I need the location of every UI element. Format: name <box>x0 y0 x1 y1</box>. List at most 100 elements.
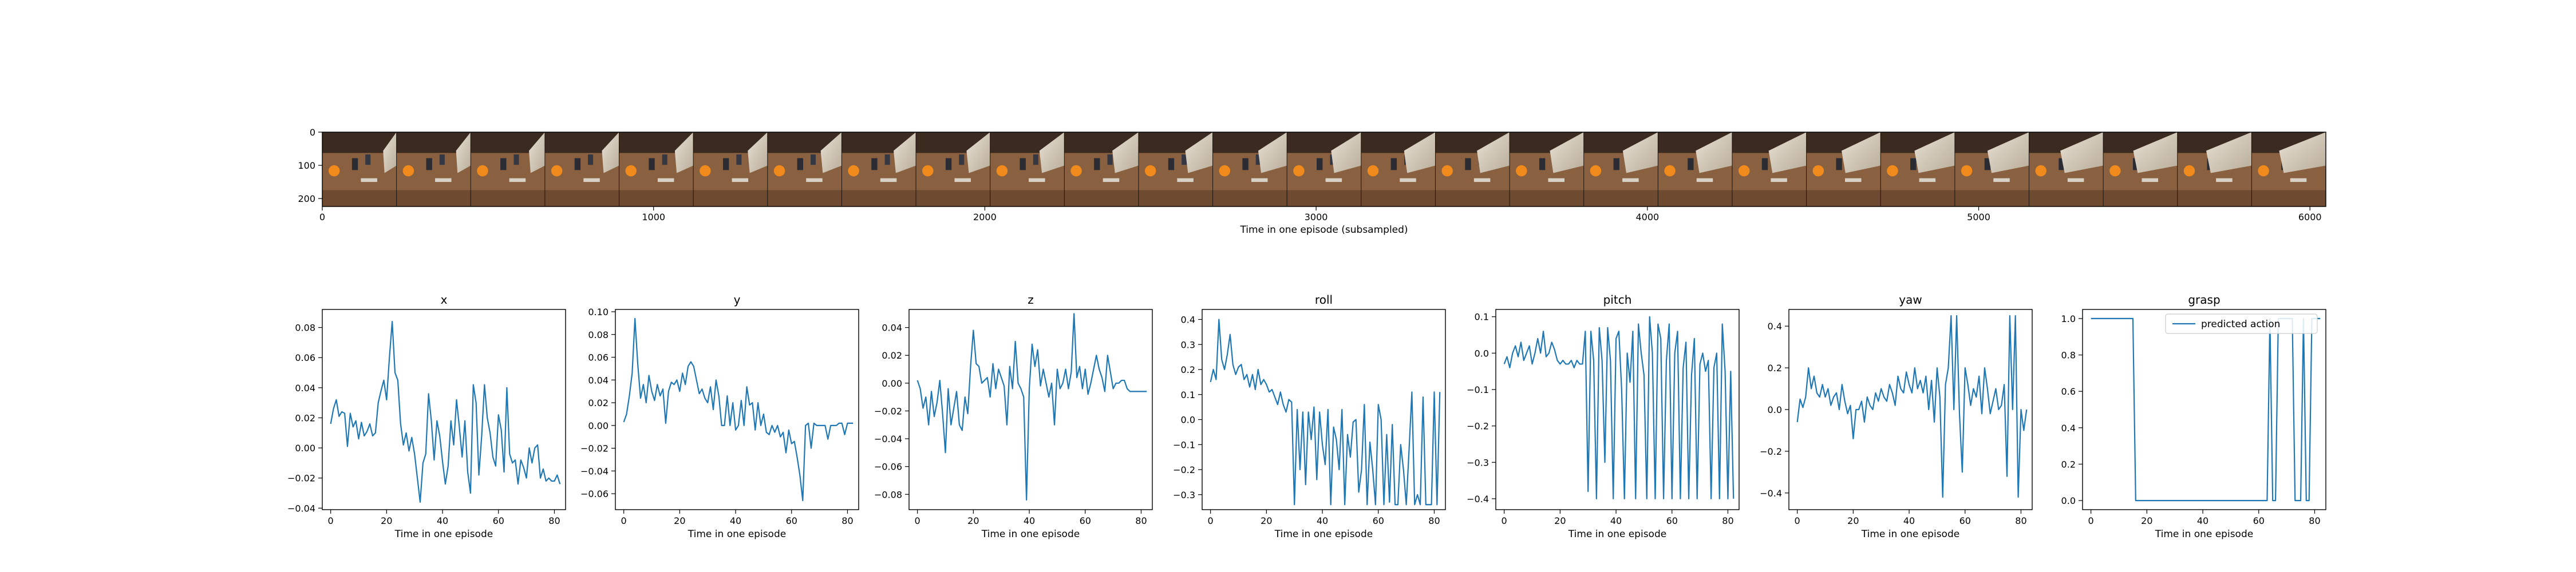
frame-table-edge <box>2103 190 2178 206</box>
frame-robot-arm <box>2279 132 2326 173</box>
camera-frame <box>2251 132 2326 206</box>
frame-table-edge <box>2251 190 2326 206</box>
y-tick-label: 0.0 <box>1768 404 1782 415</box>
frame-table-edge <box>916 190 991 206</box>
camera-frame <box>915 132 991 206</box>
frame-ball <box>625 165 637 177</box>
frame-ball <box>773 165 785 177</box>
x-tick-label: 0 <box>328 515 334 526</box>
x-tick-label: 60 <box>1666 515 1678 526</box>
frame-bar <box>583 178 600 182</box>
frame-bar <box>1548 178 1564 182</box>
frame-table-edge <box>1212 190 1287 206</box>
frame-ball <box>1441 165 1453 177</box>
x-tick-label: 60 <box>1959 515 1971 526</box>
filmstrip-x-label: Time in one episode (subsampled) <box>1239 224 1408 236</box>
frame-robot-arm <box>529 132 545 173</box>
frame-table-edge <box>693 190 768 206</box>
frame-robot-arm <box>893 132 916 173</box>
camera-frame <box>841 132 916 206</box>
frame-robot-arm <box>2133 132 2178 173</box>
frame-object <box>588 154 594 165</box>
frame-bar <box>657 178 674 182</box>
x-tick-label: 20 <box>1847 515 1859 526</box>
subplot-frame <box>908 309 1153 510</box>
frame-ball <box>1664 165 1676 177</box>
subplot-title: grasp <box>2188 293 2220 307</box>
subplot-frame <box>1202 309 1446 510</box>
frame-robot-arm <box>1039 132 1065 173</box>
y-tick-label: −0.3 <box>1173 490 1195 500</box>
frame-table-edge <box>1435 190 1510 206</box>
frame-robot-arm <box>1622 132 1658 173</box>
y-tick-label: −0.4 <box>1467 494 1489 505</box>
frame-object <box>945 158 952 170</box>
frame-table-edge <box>1658 190 1733 206</box>
frame-bar <box>806 178 823 182</box>
frame-object <box>1242 158 1249 170</box>
camera-frame <box>1064 132 1139 206</box>
frame-robot-arm <box>2060 132 2104 173</box>
frame-object <box>1255 154 1261 165</box>
frame-table-edge <box>322 190 397 206</box>
frame-object <box>426 158 432 170</box>
subplot-title: y <box>734 293 741 307</box>
x-tick-label: 80 <box>2309 515 2320 526</box>
frame-ball <box>2183 165 2195 177</box>
frame-object <box>351 158 358 170</box>
camera-frame <box>1509 132 1585 206</box>
frame-table-edge <box>1954 190 2029 206</box>
filmstrip-x-tick-label: 0 <box>319 212 325 223</box>
frame-bar <box>2290 178 2307 182</box>
frame-ball <box>2035 165 2046 177</box>
y-tick-label: 0.04 <box>295 383 315 394</box>
x-axis-label: Time in one episode <box>1274 529 1373 540</box>
y-tick-label: 0.3 <box>1181 339 1195 350</box>
frame-table-edge <box>767 190 842 206</box>
y-tick-label: −0.04 <box>287 503 315 514</box>
frame-object <box>1613 158 1619 170</box>
y-tick-label: 0.04 <box>882 323 902 333</box>
x-tick-label: 0 <box>915 515 920 526</box>
frame-bar <box>1696 178 1713 182</box>
camera-frame <box>767 132 842 206</box>
frame-ball <box>1293 165 1305 177</box>
frame-ball <box>328 165 340 177</box>
camera-frame <box>1732 132 1807 206</box>
frame-table-edge <box>1287 190 1362 206</box>
filmstrip-y-tick-label: 0 <box>310 127 315 138</box>
frame-ball <box>1590 165 1602 177</box>
frame-robot-arm <box>383 132 397 173</box>
camera-frame <box>396 132 471 206</box>
filmstrip-axes-frame <box>322 132 2326 207</box>
camera-frame <box>1806 132 1881 206</box>
x-tick-label: 0 <box>1795 515 1800 526</box>
camera-frame <box>1880 132 1955 206</box>
x-tick-label: 20 <box>674 515 685 526</box>
x-axis-label: Time in one episode <box>1861 529 1959 540</box>
filmstrip-x-tick-label: 1000 <box>642 212 665 223</box>
y-tick-label: 0.0 <box>1475 348 1489 359</box>
frame-object <box>500 158 507 170</box>
frame-bar <box>361 178 377 182</box>
camera-frame <box>619 132 694 206</box>
filmstrip-y-tick-label: 100 <box>298 160 315 171</box>
frame-table-edge <box>841 190 916 206</box>
y-tick-label: 0.02 <box>882 350 902 361</box>
frame-ball <box>1887 165 1898 177</box>
camera-frame <box>544 132 620 206</box>
x-tick-label: 20 <box>2141 515 2152 526</box>
y-tick-label: 0.2 <box>2061 459 2076 470</box>
frame-object <box>1390 158 1397 170</box>
frame-robot-arm <box>674 132 694 173</box>
y-tick-label: 0.2 <box>1768 363 1782 374</box>
camera-frame <box>693 132 768 206</box>
y-tick-label: 0.4 <box>1181 315 1195 325</box>
filmstrip-y-ticks: 0 100 200 <box>298 127 322 204</box>
frame-table-edge <box>471 190 546 206</box>
camera-frame <box>2028 132 2104 206</box>
frame-bar <box>880 178 897 182</box>
filmstrip-panel: 0 1000 2000 3000 4000 5000 6000 0 100 200 Time i… <box>298 127 2326 236</box>
frame-bar <box>1177 178 1194 182</box>
